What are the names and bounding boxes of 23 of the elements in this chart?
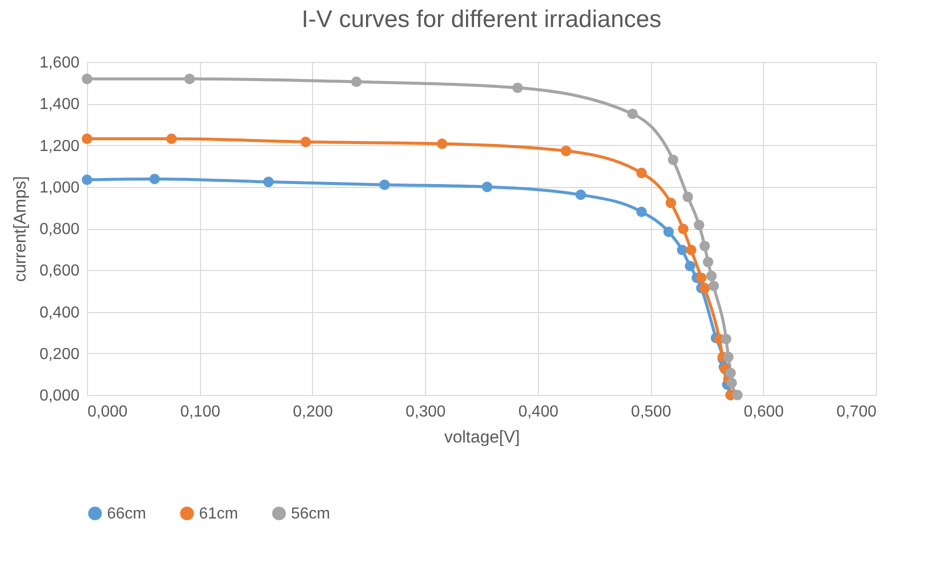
x-tick-label: 0,000 bbox=[88, 404, 128, 420]
legend-label: 61cm bbox=[199, 505, 238, 522]
y-tick-label: 0,200 bbox=[39, 346, 80, 363]
y-tick-label: 1,200 bbox=[39, 138, 80, 155]
y-tick-label: 1,000 bbox=[39, 179, 80, 196]
x-tick-label: 0,400 bbox=[518, 404, 558, 420]
y-tick-label: 0,000 bbox=[39, 388, 80, 404]
y-tick-label: 0,400 bbox=[39, 304, 80, 322]
chart-title: I-V curves for different irradiances bbox=[302, 6, 662, 33]
x-tick-label: 0,200 bbox=[292, 404, 334, 420]
x-tick-label: 0,600 bbox=[744, 404, 784, 420]
x-tick-label: 0,500 bbox=[631, 404, 672, 420]
y-tick-label: 0,600 bbox=[39, 262, 80, 280]
y-tick-label: 0,800 bbox=[39, 221, 80, 238]
x-axis-title: voltage[V] bbox=[444, 428, 520, 446]
x-tick-label: 0,700 bbox=[836, 404, 877, 420]
y-tick-label: 1,400 bbox=[39, 96, 80, 114]
legend-label: 66cm bbox=[107, 505, 146, 522]
y-tick-label: 1,600 bbox=[39, 54, 80, 72]
x-tick-label: 0,300 bbox=[406, 404, 446, 420]
x-tick-label: 0,100 bbox=[180, 404, 220, 420]
y-axis-title: current[Amps] bbox=[10, 176, 30, 282]
legend-label: 56cm bbox=[291, 505, 330, 522]
